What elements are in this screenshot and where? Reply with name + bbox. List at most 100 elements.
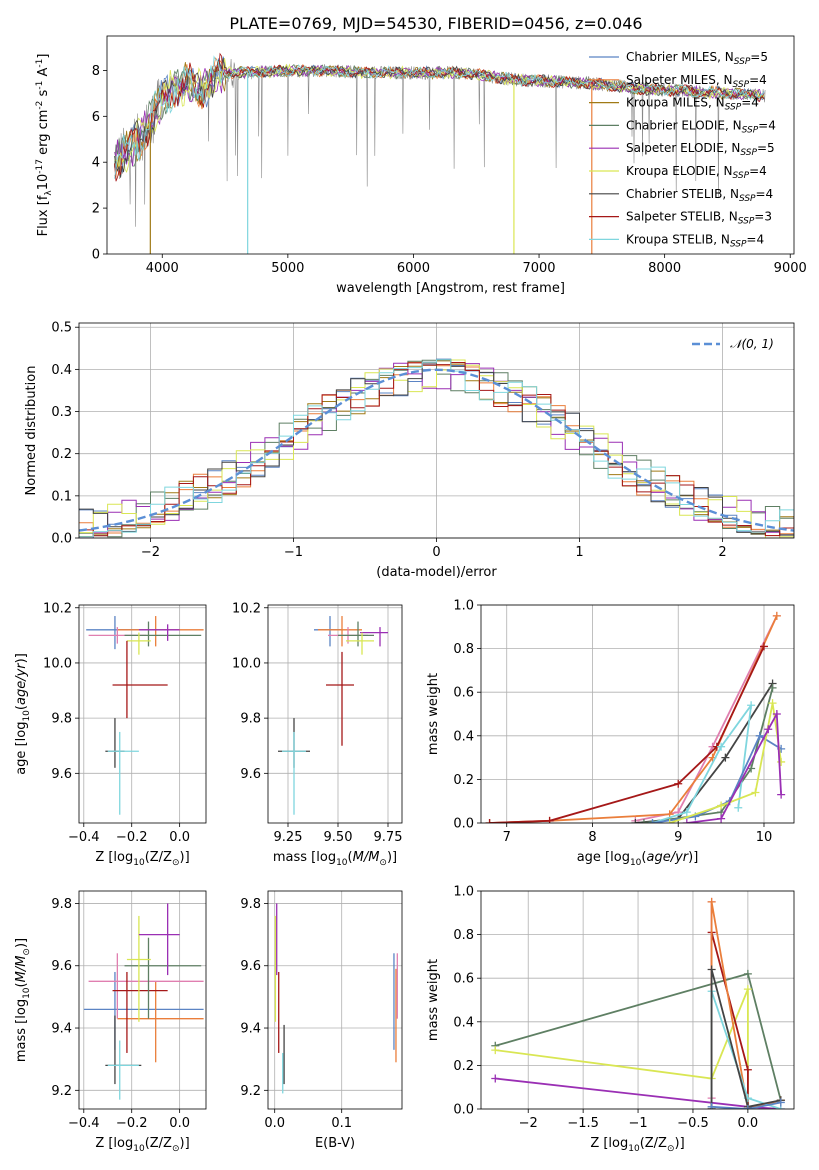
y-tick-label: 1.0 (453, 885, 474, 900)
x-tick-label: −1 (628, 1116, 647, 1131)
label-text: ( (641, 850, 646, 865)
y-tick-label: 8 (92, 64, 100, 79)
mass-weight-point (639, 819, 648, 823)
y-tick-label: 0.3 (51, 405, 72, 420)
label-sub: 10 (628, 1144, 640, 1154)
label-math: age/yr (14, 662, 29, 705)
mass-weight-point (743, 1105, 752, 1109)
legend-value: =4 (758, 118, 776, 132)
x-tick-label: 8 (588, 830, 596, 845)
y-tick-label: 4 (92, 156, 100, 171)
label-text: )] (14, 653, 29, 663)
legend-value: =5 (757, 141, 775, 155)
y-tick-label: 0.4 (453, 729, 474, 744)
y-tick-label: 10.2 (43, 601, 72, 616)
x-tick-label: 0.1 (331, 1116, 352, 1131)
legend-entry: Chabrier ELODIE, NSSP=4 (626, 118, 776, 135)
mass-weight-point (772, 611, 781, 620)
y-tick-label: 0 (92, 248, 100, 263)
x-axis-label: Z [log10​(Z/Z⊙​)] (95, 1136, 189, 1154)
x-tick-label: 7000 (522, 261, 555, 276)
y-tick-label: 0.0 (453, 1103, 474, 1118)
legend-name: Chabrier STELIB, N (626, 187, 739, 201)
x-tick-label: 6000 (397, 261, 430, 276)
mass-weight-point (743, 969, 752, 978)
label-sub: 10 (22, 710, 32, 722)
x-tick-label: 2 (718, 545, 726, 560)
plot-area (278, 616, 388, 815)
legend-value: =3 (754, 210, 772, 224)
label-text: ] (36, 54, 51, 59)
label-text: ( (348, 850, 353, 865)
label-sub: 10 (336, 858, 348, 868)
label-sup: -17 (35, 159, 45, 174)
legend-name: Salpeter MILES, N (626, 73, 733, 87)
y-tick-label: 9.4 (240, 1022, 261, 1037)
y-tick-label: 9.6 (240, 959, 261, 974)
mass-weight-point (759, 642, 768, 651)
mass-weight-point (721, 753, 730, 762)
y-tick-label: 9.2 (240, 1084, 261, 1099)
legend-name: Kroupa MILES, N (626, 96, 725, 110)
mass-weight-point (751, 788, 760, 797)
y-tick-label: 9.8 (51, 712, 72, 727)
y-axis-label: mass weight (426, 673, 441, 755)
x-tick-label: −0.4 (68, 830, 100, 845)
label-text: A (36, 68, 51, 81)
label-sub: ⊙ (172, 1144, 180, 1154)
x-axis-label: (data-model)/error (376, 565, 497, 580)
y-axis-label: Normed distribution (24, 366, 39, 496)
legend-entry: Kroupa MILES, NSSP=4 (626, 96, 759, 113)
label-math: M/M (353, 850, 380, 865)
mass-weight-point (777, 790, 786, 799)
residual-histogram-step (79, 359, 794, 538)
label-math: age/yr (646, 850, 689, 865)
x-axis-label: Z [log10​(Z/Z⊙​)] (590, 1136, 684, 1154)
legend-name: Chabrier MILES, N (626, 50, 734, 64)
y-tick-label: 0.8 (453, 928, 474, 943)
mass-vs-ebv-panel: 0.0 0.1 9.2 9.4 9.6 9.8 E(B-V) (240, 890, 403, 1151)
mass-weight-point (734, 803, 743, 812)
legend-sub: SSP (740, 148, 757, 158)
y-tick-label: 0.4 (51, 363, 72, 378)
mass-weight-point (682, 808, 691, 817)
legend-entry: Kroupa STELIB, NSSP=4 (626, 232, 764, 249)
axes-frame (267, 890, 403, 1110)
label-text: Z [log (590, 1136, 628, 1151)
x-tick-label: 9000 (774, 261, 807, 276)
x-tick-label: −0.2 (116, 1116, 148, 1131)
label-text: Normed distribution (24, 366, 39, 496)
mass-weight-line (710, 969, 781, 1109)
y-tick-label: 6 (92, 110, 100, 125)
y-tick-label: 9.8 (240, 712, 261, 727)
y-tick-label: 0.2 (453, 1059, 474, 1074)
label-text: age [log (577, 850, 630, 865)
legend-entry: Kroupa ELODIE, NSSP=4 (626, 164, 767, 181)
label-text: (Z/Z (145, 850, 172, 865)
legend-sub: SSP (734, 57, 751, 67)
label-text: Z [log (95, 850, 133, 865)
x-tick-label: 9.50 (324, 830, 353, 845)
label-text: mass [log (273, 850, 336, 865)
mass-weight-point (485, 819, 494, 823)
legend-value: =4 (741, 96, 759, 110)
mass-weight-point (743, 1065, 752, 1074)
mass-weight-line (495, 988, 749, 1109)
y-tick-label: 0.4 (453, 1015, 474, 1030)
age-vs-mass-panel: 9.25 9.50 9.75 9.6 9.8 10.0 10.2 mass [log10​(M… (232, 601, 402, 868)
label-text: Z [log (95, 1136, 133, 1151)
axes-frame (78, 604, 207, 824)
axes-frame (78, 890, 207, 1110)
y-tick-label: 9.6 (51, 767, 72, 782)
legend-name: Kroupa ELODIE, N (626, 164, 733, 178)
x-tick-label: 9.75 (374, 830, 403, 845)
legend-value: =4 (756, 187, 774, 201)
axes-frame (267, 604, 403, 824)
label-text: E(B-V) (315, 1136, 355, 1151)
age-vs-metallicity-panel: −0.4 −0.2 0.0 9.6 9.8 10.0 10.2 Z [log10​(Z/Z⊙​… (14, 601, 207, 868)
y-axis-label: mass weight (426, 959, 441, 1041)
label-sub: ⊙ (172, 858, 180, 868)
residual-histogram-step (79, 361, 794, 536)
x-axis-label: age [log10​(age/yr)] (577, 850, 699, 868)
